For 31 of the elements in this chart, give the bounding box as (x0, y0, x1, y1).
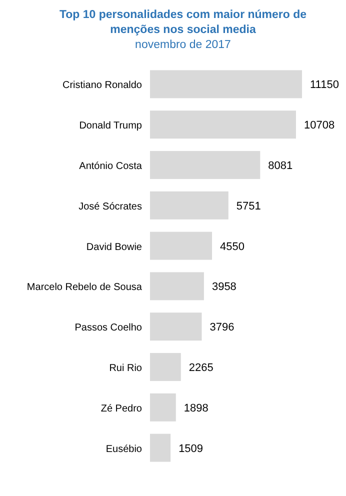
y-tick-label: Zé Pedro (100, 403, 142, 414)
bar (150, 353, 181, 381)
data-label: 8081 (268, 160, 293, 172)
y-tick-label: Eusébio (106, 444, 142, 455)
bar (150, 312, 202, 341)
y-tick-label: Donald Trump (79, 120, 142, 132)
bar (150, 393, 176, 422)
data-label: 1509 (178, 442, 204, 455)
data-label: 2265 (188, 362, 214, 374)
bar (150, 110, 296, 139)
bar (150, 151, 260, 179)
chart-subtitle: novembro de 2017 (135, 39, 231, 51)
bar (150, 191, 228, 220)
bar (150, 434, 171, 462)
data-label: 3796 (210, 322, 234, 334)
y-tick-label: José Sócrates (78, 201, 142, 212)
bar (150, 70, 302, 98)
data-label: 4550 (220, 240, 245, 253)
data-label: 3958 (212, 281, 236, 294)
y-tick-label: David Bowie (86, 242, 142, 253)
bar (150, 232, 212, 260)
data-label: 1898 (184, 402, 208, 414)
y-tick-label: Marcelo Rebelo de Sousa (26, 282, 142, 294)
data-label: 11150 (310, 79, 339, 92)
y-tick-label: Passos Coelho (74, 322, 142, 334)
bar (150, 272, 204, 300)
data-label: 5751 (236, 200, 261, 212)
y-tick-label: Rui Rio (109, 363, 142, 374)
y-tick-label: António Costa (79, 161, 142, 172)
data-label: 10708 (304, 120, 335, 132)
y-tick-label: Cristiano Ronaldo (62, 80, 142, 92)
